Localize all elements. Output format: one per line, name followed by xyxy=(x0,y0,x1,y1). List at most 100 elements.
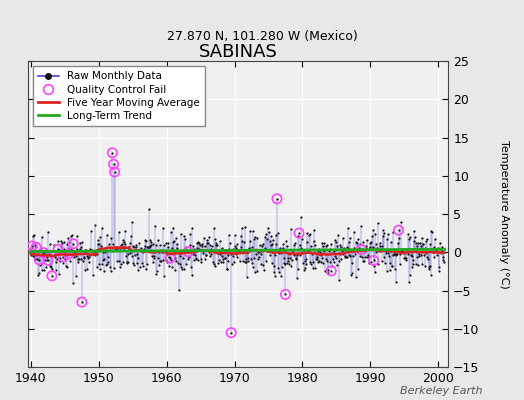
Point xyxy=(32,256,41,262)
Point xyxy=(430,244,439,250)
Point xyxy=(432,246,441,253)
Point xyxy=(334,277,343,283)
Point xyxy=(64,251,72,257)
Point xyxy=(434,244,442,251)
Point xyxy=(73,233,82,240)
Point xyxy=(325,246,334,252)
Point xyxy=(406,272,414,278)
Point xyxy=(348,270,356,276)
Point xyxy=(252,234,260,240)
Point xyxy=(167,257,175,263)
Point xyxy=(346,235,354,241)
Point xyxy=(420,252,428,258)
Legend: Raw Monthly Data, Quality Control Fail, Five Year Moving Average, Long-Term Tren: Raw Monthly Data, Quality Control Fail, … xyxy=(32,66,205,126)
Point xyxy=(157,258,165,264)
Point xyxy=(273,196,281,202)
Point xyxy=(90,250,98,257)
Point xyxy=(390,251,398,258)
Point xyxy=(340,245,348,251)
Point xyxy=(210,225,218,232)
Point xyxy=(302,261,311,268)
Point xyxy=(114,246,122,253)
Point xyxy=(119,259,127,266)
Point xyxy=(196,242,204,248)
Point xyxy=(274,265,282,271)
Point xyxy=(235,258,244,264)
Point xyxy=(151,223,159,230)
Point xyxy=(141,238,150,244)
Point xyxy=(81,246,90,253)
Point xyxy=(98,261,106,268)
Point xyxy=(165,253,173,260)
Point xyxy=(59,254,68,260)
Point xyxy=(243,274,251,280)
Point xyxy=(270,272,279,279)
Point xyxy=(159,225,168,231)
Point xyxy=(430,254,438,261)
Point xyxy=(115,228,123,235)
Point xyxy=(323,257,332,264)
Point xyxy=(149,258,157,265)
Point xyxy=(316,249,324,256)
Point xyxy=(340,246,348,252)
Point xyxy=(156,242,165,248)
Point xyxy=(105,240,113,247)
Point xyxy=(43,257,52,264)
Point xyxy=(392,249,401,255)
Point xyxy=(110,265,118,271)
Point xyxy=(375,247,383,253)
Point xyxy=(383,236,391,242)
Point xyxy=(88,248,96,254)
Point xyxy=(72,252,80,259)
Point xyxy=(298,236,306,242)
Point xyxy=(238,238,246,244)
Point xyxy=(88,247,96,253)
Point xyxy=(353,246,361,252)
Point xyxy=(112,246,121,252)
Point xyxy=(388,263,397,270)
Point xyxy=(93,237,102,243)
Point xyxy=(182,261,190,267)
Point xyxy=(227,330,235,336)
Point xyxy=(243,255,252,262)
Point xyxy=(301,265,310,272)
Point xyxy=(152,271,160,278)
Point xyxy=(144,244,152,250)
Point xyxy=(368,244,377,250)
Point xyxy=(56,254,64,261)
Point xyxy=(438,248,446,254)
Point xyxy=(324,267,333,274)
Point xyxy=(319,243,327,249)
Point xyxy=(128,218,136,225)
Point xyxy=(93,263,101,270)
Point xyxy=(221,254,230,261)
Point xyxy=(167,229,176,236)
Point xyxy=(78,299,86,305)
Point xyxy=(238,224,247,231)
Point xyxy=(220,246,228,253)
Point xyxy=(369,257,378,264)
Point xyxy=(172,244,181,251)
Point xyxy=(143,244,151,250)
Point xyxy=(170,238,178,244)
Point xyxy=(174,250,183,256)
Point xyxy=(293,275,301,282)
Point xyxy=(359,258,367,264)
Point xyxy=(256,261,265,268)
Point xyxy=(201,243,209,250)
Point xyxy=(77,256,85,262)
Point xyxy=(310,238,318,244)
Point xyxy=(418,235,426,241)
Point xyxy=(349,248,357,255)
Point xyxy=(281,291,290,298)
Point xyxy=(245,245,254,252)
Point xyxy=(130,244,139,250)
Point xyxy=(123,260,132,266)
Point xyxy=(345,252,354,259)
Point xyxy=(370,263,378,269)
Point xyxy=(100,268,108,274)
Point xyxy=(285,250,293,256)
Point xyxy=(48,266,57,272)
Point xyxy=(343,245,352,252)
Point xyxy=(193,257,202,264)
